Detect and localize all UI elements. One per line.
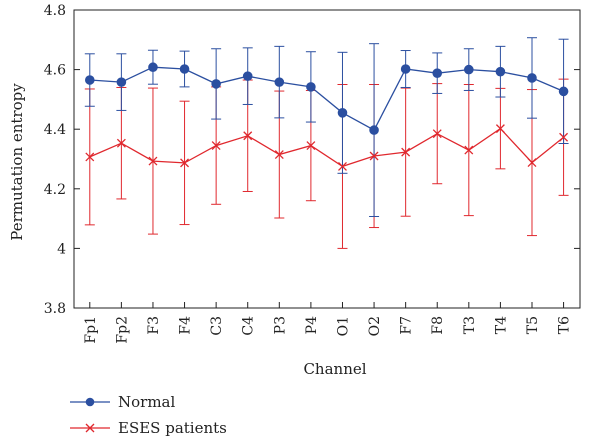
plot-area	[73, 9, 581, 309]
x-tick-label: O1	[335, 316, 351, 336]
data-point	[464, 145, 474, 155]
y-tick-label: 4	[57, 241, 66, 257]
series-markers	[84, 62, 569, 171]
x-tick-label: P3	[272, 316, 288, 334]
y-tick-label: 4.4	[44, 122, 66, 138]
data-point	[274, 77, 285, 87]
data-point	[274, 150, 284, 159]
x-marker-stroke	[369, 151, 379, 161]
legend-label: Normal	[118, 393, 175, 411]
data-point	[400, 64, 411, 74]
x-marker-stroke	[338, 161, 347, 171]
x-axis-ticks: Fp1 Fp2 F3 F4 C3 C4 P3 P4 O1 O2 F7 F8 T3 T4 T5 T6	[83, 302, 573, 344]
data-point	[495, 124, 505, 134]
data-point	[527, 73, 537, 83]
data-point	[495, 66, 506, 77]
data-point	[338, 161, 347, 171]
x-tick-label: F7	[399, 316, 415, 335]
y-tick-label: 4.6	[44, 63, 66, 79]
data-point	[401, 147, 411, 157]
series-line	[89, 66, 564, 131]
legend-marker	[85, 423, 95, 433]
x-tick-label: C4	[241, 316, 257, 336]
legend-marker	[85, 397, 95, 407]
x-marker-stroke	[559, 132, 569, 142]
legend: Normal ESES patients	[70, 393, 227, 437]
series-lines	[89, 66, 565, 168]
data-point	[211, 79, 221, 89]
x-marker-stroke	[85, 423, 95, 433]
x-tick-label: T3	[462, 316, 478, 334]
x-marker-stroke	[274, 150, 284, 159]
data-point	[432, 129, 442, 139]
data-point	[464, 64, 474, 75]
data-point	[306, 82, 316, 92]
data-point	[148, 156, 158, 166]
x-tick-label: F3	[146, 316, 162, 335]
data-point	[179, 64, 190, 74]
data-point	[432, 68, 443, 78]
x-marker-stroke	[432, 129, 442, 139]
data-point	[337, 108, 348, 118]
x-marker-stroke	[464, 145, 474, 155]
x-marker-stroke	[211, 141, 221, 151]
series-line	[89, 127, 565, 168]
data-point	[116, 77, 127, 87]
x-tick-label: C3	[209, 316, 225, 336]
x-marker-stroke	[527, 158, 537, 168]
data-point	[558, 86, 569, 97]
x-tick-label: F4	[178, 316, 194, 335]
y-tick-label: 4.2	[44, 182, 66, 198]
data-point	[369, 125, 379, 135]
y-axis-ticks: 3.8 4 4.2 4.4 4.6 4.8	[44, 3, 580, 317]
plot-frame	[73, 9, 581, 309]
data-point	[85, 152, 95, 162]
data-point	[306, 141, 316, 151]
x-marker-stroke	[243, 131, 253, 141]
x-marker-stroke	[306, 141, 316, 151]
data-point	[243, 131, 253, 141]
x-marker-stroke	[85, 152, 95, 162]
data-point	[242, 71, 253, 81]
y-tick-label: 3.8	[44, 301, 66, 317]
data-point	[527, 158, 537, 168]
data-point	[559, 132, 569, 142]
error-bars	[84, 37, 569, 249]
x-axis-label: Channel	[303, 360, 366, 378]
y-tick-label: 4.8	[44, 3, 66, 19]
x-tick-label: T5	[525, 316, 541, 334]
x-tick-label: O2	[367, 316, 383, 336]
x-marker-stroke	[495, 124, 505, 134]
data-point	[116, 138, 126, 148]
data-point	[369, 151, 379, 161]
data-point	[84, 75, 95, 85]
data-point	[148, 62, 158, 73]
legend-label: ESES patients	[118, 419, 227, 437]
x-marker-stroke	[401, 147, 411, 157]
y-axis-label: Permutation entropy	[8, 83, 26, 241]
data-point	[180, 158, 190, 168]
data-point	[211, 141, 221, 151]
x-marker-stroke	[148, 156, 158, 166]
x-tick-label: F8	[430, 316, 446, 335]
x-tick-label: T6	[557, 316, 573, 334]
x-marker-stroke	[180, 158, 190, 168]
x-marker-stroke	[116, 138, 126, 148]
x-tick-label: T4	[493, 316, 509, 334]
x-tick-label: Fp1	[83, 316, 99, 344]
x-tick-label: Fp2	[114, 316, 130, 344]
x-tick-label: P4	[304, 316, 320, 334]
